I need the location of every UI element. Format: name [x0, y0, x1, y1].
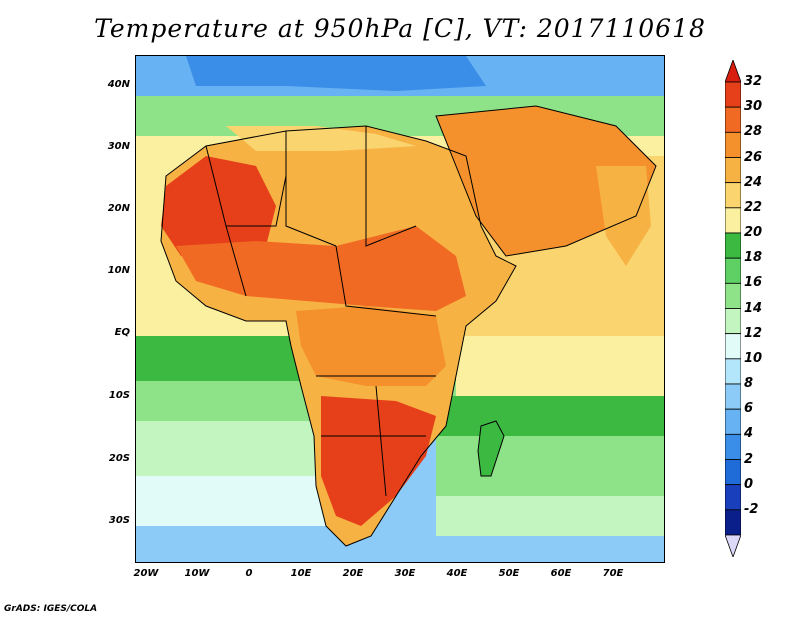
southern-africa-hot: [321, 396, 436, 526]
colorbar-tick-label: 28: [744, 124, 763, 140]
colorbar-segment: [725, 459, 741, 486]
colorbar-tick-label: 26: [744, 149, 763, 165]
colorbar-segment: [725, 282, 741, 309]
lon-label-20w: 20W: [133, 568, 159, 579]
lon-label-0: 0: [245, 568, 253, 579]
colorbar-tick-label: 10: [744, 350, 763, 366]
madagascar: [478, 421, 504, 476]
lat-label-20n: 20N: [107, 203, 130, 214]
colorbar-tick-label: 0: [744, 476, 754, 492]
colorbar-tick-label: 4: [744, 426, 754, 442]
colorbar-segment: [725, 509, 741, 536]
lat-label-10s: 10S: [108, 390, 130, 401]
sahel-hot-zone: [176, 226, 466, 311]
temperature-map: [135, 55, 665, 563]
lon-label-60e: 60E: [550, 568, 572, 579]
colorbar-segment: [725, 433, 741, 460]
colorbar-tick-label: 20: [744, 225, 763, 240]
colorbar-segment: [725, 257, 741, 284]
indian-ocean-warm: [456, 336, 664, 396]
colorbar-segment: [725, 484, 741, 511]
colorbar-segment: [725, 358, 741, 385]
central-africa-warm: [296, 306, 446, 386]
europe-cold: [186, 56, 486, 91]
colorbar-tick-label: 16: [744, 275, 763, 291]
lon-label-70e: 70E: [602, 568, 624, 579]
colorbar-segment: [725, 383, 741, 410]
lat-label-40n: 40N: [107, 79, 130, 90]
colorbar-tick-label: 8: [744, 376, 754, 391]
lat-label-10n: 10N: [107, 265, 130, 276]
colorbar-tick-label: -2: [744, 501, 759, 517]
colorbar-tick-label: 18: [744, 250, 763, 266]
middle-east-warm: [436, 106, 656, 256]
indian-ocean-cool: [436, 496, 664, 536]
colorbar: [725, 60, 741, 557]
grads-credit: GrADS: IGES/COLA: [4, 604, 98, 614]
country-borders: [160, 105, 657, 547]
colorbar-tick-label: 22: [744, 199, 763, 215]
colorbar-segment: [725, 333, 741, 360]
north-africa-mild: [226, 126, 416, 151]
indian-ocean-green: [436, 396, 664, 436]
lon-label-50e: 50E: [498, 568, 520, 579]
colorbar-segment: [725, 182, 741, 209]
colorbar-tick-label: 30: [744, 99, 763, 115]
colorbar-segment: [725, 308, 741, 335]
colorbar-segment: [725, 408, 741, 435]
lon-label-40e: 40E: [446, 568, 468, 579]
colorbar-bottom-triangle: [725, 534, 741, 557]
colorbar-segment: [725, 106, 741, 133]
colorbar-tick-label: 12: [744, 325, 763, 341]
colorbar-tick-label: 6: [744, 401, 754, 417]
colorbar-segment: [725, 157, 741, 184]
colorbar-segment: [725, 81, 741, 108]
lon-label-10e: 10E: [290, 568, 312, 579]
colorbar-tick-label: 2: [744, 451, 754, 467]
sahara-hot-zone: [161, 156, 276, 261]
india-warm: [596, 166, 651, 266]
lat-label-30s: 30S: [108, 515, 130, 526]
colorbar-tick-label: 24: [744, 174, 763, 190]
indian-ocean-lightgreen: [436, 436, 664, 496]
lon-label-20e: 20E: [342, 568, 364, 579]
colorbar-tick-label: 32: [744, 74, 763, 89]
colorbar-segment: [725, 207, 741, 234]
lat-label-20s: 20S: [108, 453, 130, 464]
colorbar-segment: [725, 232, 741, 259]
lon-label-10w: 10W: [184, 568, 210, 579]
temperature-field: [136, 56, 664, 562]
lat-label-30n: 30N: [107, 141, 130, 152]
colorbar-top-triangle: [725, 60, 741, 83]
colorbar-segment: [725, 131, 741, 158]
lon-label-30e: 30E: [394, 568, 416, 579]
colorbar-tick-label: 14: [744, 300, 763, 316]
lat-label-eq: EQ: [114, 327, 130, 338]
map-title: Temperature at 950hPa [C], VT: 201711061…: [94, 14, 706, 43]
